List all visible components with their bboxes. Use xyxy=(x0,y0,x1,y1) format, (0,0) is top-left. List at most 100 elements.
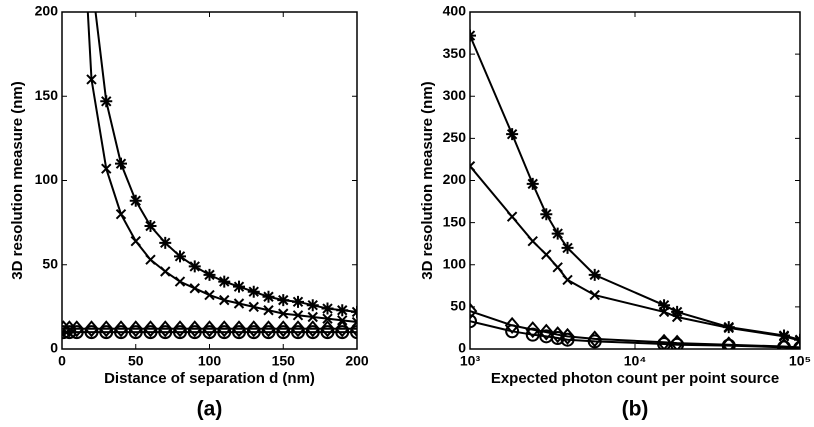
data-point xyxy=(351,305,357,318)
data-point xyxy=(292,310,304,321)
data-point xyxy=(204,289,215,301)
data-point xyxy=(189,283,200,294)
x-tick-label: 200 xyxy=(345,353,369,369)
y-tick-label: 50 xyxy=(42,255,58,271)
subplot: 0 50 100 150 200 0 50 100 150 200 Distance of sepa… xyxy=(9,3,369,421)
data-point xyxy=(159,236,172,249)
marker-plus xyxy=(470,29,476,42)
data-point xyxy=(86,74,97,85)
marker-circle xyxy=(505,324,520,339)
marker-cross xyxy=(527,235,538,247)
marker-plus xyxy=(218,275,231,288)
data-point xyxy=(540,208,553,221)
x-tick-label: 10⁴ xyxy=(624,353,647,369)
x-tick-label: 50 xyxy=(128,353,144,369)
marker-plus xyxy=(551,227,564,240)
data-point xyxy=(84,325,99,340)
x-tick-label: 10³ xyxy=(460,353,481,369)
data-point xyxy=(219,294,230,306)
marker-cross xyxy=(174,276,186,287)
data-point xyxy=(174,276,186,287)
y-tick-label: 100 xyxy=(35,171,59,187)
data-point xyxy=(262,290,275,303)
marker-plus xyxy=(233,280,245,293)
marker-plus xyxy=(306,299,319,312)
marker-cross xyxy=(292,310,304,321)
data-point xyxy=(203,268,216,281)
data-point xyxy=(525,321,541,339)
data-point xyxy=(174,250,186,263)
data-point xyxy=(538,323,554,341)
y-tick-label: 100 xyxy=(443,255,467,271)
data-point xyxy=(657,336,672,349)
marker-circle xyxy=(550,331,565,346)
data-point xyxy=(671,311,683,323)
plot-data xyxy=(62,12,357,340)
marker-circle xyxy=(158,325,173,340)
data-point xyxy=(130,235,141,247)
marker-circle xyxy=(350,325,357,340)
marker-cross xyxy=(307,311,318,323)
marker-cross xyxy=(589,289,600,301)
marker-circle xyxy=(587,334,602,349)
data-point xyxy=(62,325,71,340)
marker-diamond xyxy=(504,316,520,334)
data-point xyxy=(202,325,217,340)
marker-cross xyxy=(160,266,171,277)
data-point xyxy=(233,280,245,293)
data-point xyxy=(506,211,518,222)
y-tick-label: 0 xyxy=(50,340,58,356)
marker-circle xyxy=(777,340,792,349)
y-tick-label: 400 xyxy=(443,3,467,19)
marker-circle xyxy=(84,325,99,340)
y-tick-label: 200 xyxy=(443,171,467,187)
data-point xyxy=(350,325,357,340)
marker-cross xyxy=(86,74,97,85)
marker-circle xyxy=(305,325,320,340)
marker-circle xyxy=(99,325,114,340)
data-point xyxy=(470,160,476,172)
marker-cross xyxy=(470,160,476,172)
y-axis-label: 3D resolution measure (nm) xyxy=(9,81,26,279)
data-point xyxy=(99,325,114,340)
marker-cross xyxy=(506,211,518,222)
marker-circle xyxy=(525,327,540,342)
data-point xyxy=(541,249,552,260)
data-point xyxy=(261,325,276,340)
x-tick-label: 0 xyxy=(58,353,66,369)
marker-cross xyxy=(278,308,289,319)
marker-cross xyxy=(541,249,552,260)
marker-circle xyxy=(187,325,202,340)
y-tick-label: 250 xyxy=(443,129,467,145)
marker-cross xyxy=(115,208,127,220)
marker-circle xyxy=(202,325,217,340)
marker-circle xyxy=(721,338,736,349)
data-point xyxy=(276,325,291,340)
marker-circle xyxy=(793,341,800,349)
data-point xyxy=(188,260,201,273)
data-point xyxy=(723,322,734,334)
marker-circle xyxy=(320,325,335,340)
data-point xyxy=(217,325,232,340)
data-point xyxy=(114,325,128,340)
data-point xyxy=(160,266,171,277)
marker-cross xyxy=(778,331,790,342)
data-point xyxy=(336,304,349,317)
data-point xyxy=(777,340,792,349)
data-point xyxy=(291,325,305,340)
data-point xyxy=(129,194,142,207)
marker-circle xyxy=(657,336,672,349)
y-tick-label: 50 xyxy=(450,298,466,314)
marker-circle xyxy=(291,325,305,340)
data-point xyxy=(144,219,157,232)
data-point xyxy=(526,177,539,190)
marker-diamond xyxy=(525,321,541,339)
marker-diamond xyxy=(470,302,478,320)
marker-plus xyxy=(100,95,113,108)
series-line xyxy=(86,12,357,324)
marker-cross xyxy=(322,313,333,324)
data-point xyxy=(658,306,670,318)
marker-plus xyxy=(292,295,304,308)
data-point xyxy=(551,227,564,240)
